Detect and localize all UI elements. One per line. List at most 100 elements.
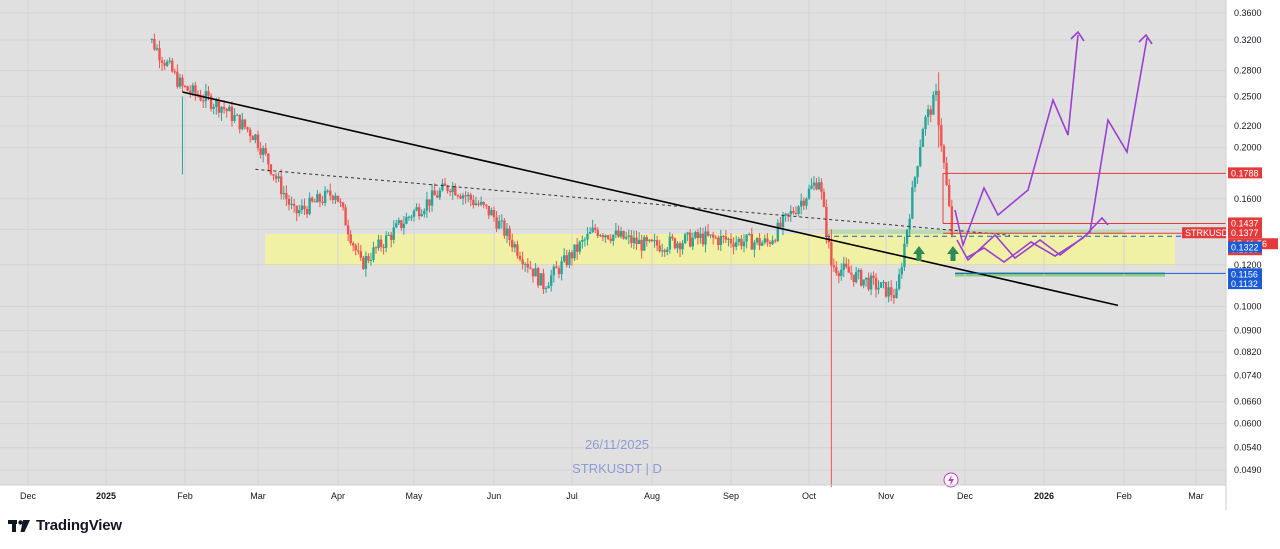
candle bbox=[225, 107, 228, 118]
time-tick-label: Dec bbox=[20, 491, 37, 501]
time-tick-label: Apr bbox=[331, 491, 345, 501]
candle-body bbox=[748, 234, 751, 236]
candle-body bbox=[395, 223, 398, 228]
candle-body bbox=[165, 61, 169, 66]
candle-body bbox=[771, 240, 774, 244]
candle-body bbox=[298, 210, 301, 214]
candle-body bbox=[776, 222, 779, 241]
candle-body bbox=[755, 238, 759, 243]
candle-body bbox=[722, 236, 725, 238]
candle-body bbox=[511, 239, 514, 248]
candle-body bbox=[903, 243, 906, 268]
candle bbox=[412, 208, 416, 222]
time-tick-label: Nov bbox=[878, 491, 895, 501]
candle-body bbox=[732, 243, 735, 247]
candle-body bbox=[557, 268, 561, 275]
candle-body bbox=[706, 231, 710, 236]
candle-body bbox=[627, 235, 630, 237]
candle bbox=[550, 269, 553, 292]
candle-body bbox=[282, 193, 286, 195]
candle-body bbox=[531, 268, 535, 277]
candle bbox=[392, 220, 395, 244]
candle-body bbox=[168, 60, 171, 62]
candle-body bbox=[163, 63, 166, 66]
price-tick-label: 0.3600 bbox=[1234, 8, 1262, 18]
candle-body bbox=[948, 185, 951, 207]
candle-body bbox=[740, 238, 743, 247]
time-tick-label: Jul bbox=[566, 491, 578, 501]
price-tick-label: 0.0820 bbox=[1234, 347, 1262, 357]
candle-body bbox=[537, 268, 540, 286]
candle-body bbox=[842, 263, 845, 270]
candle bbox=[194, 81, 197, 101]
candle-body bbox=[884, 281, 888, 297]
time-axis-background bbox=[0, 485, 1226, 510]
candle bbox=[168, 57, 171, 64]
candle-body bbox=[737, 238, 740, 243]
candle bbox=[565, 249, 568, 268]
candle bbox=[329, 183, 332, 201]
candle-body bbox=[513, 244, 516, 248]
candle bbox=[505, 223, 509, 243]
candle-body bbox=[390, 234, 393, 240]
candle-body bbox=[362, 257, 365, 269]
candle-body bbox=[485, 204, 488, 206]
candles bbox=[150, 33, 954, 487]
candle bbox=[874, 273, 878, 298]
candle-body bbox=[820, 182, 823, 192]
candle bbox=[869, 272, 873, 296]
candle-body bbox=[711, 234, 715, 238]
candle bbox=[367, 253, 370, 264]
candle bbox=[753, 240, 756, 258]
candle bbox=[724, 230, 728, 244]
candle-body bbox=[341, 202, 345, 208]
tradingview-logo[interactable]: TradingView bbox=[8, 517, 122, 534]
candle bbox=[852, 274, 855, 287]
candle bbox=[800, 193, 803, 215]
candle-body bbox=[359, 251, 362, 258]
candle-body bbox=[929, 109, 932, 115]
candle-body bbox=[653, 240, 656, 242]
candle bbox=[196, 90, 200, 98]
candle bbox=[454, 183, 457, 196]
candle-body bbox=[503, 220, 506, 236]
price-tick-label: 0.0740 bbox=[1234, 371, 1262, 381]
candle bbox=[259, 142, 262, 159]
candle-body bbox=[945, 162, 948, 186]
candle-body bbox=[704, 231, 707, 245]
candle-body bbox=[295, 205, 298, 214]
candle-body bbox=[397, 220, 400, 224]
candle bbox=[300, 199, 304, 215]
price-tick-label: 0.0660 bbox=[1234, 397, 1262, 407]
candle-body bbox=[377, 239, 380, 249]
candle bbox=[622, 230, 625, 240]
candle bbox=[588, 227, 592, 235]
candle bbox=[745, 234, 748, 249]
candle bbox=[163, 59, 166, 71]
price-tick-label: 0.1000 bbox=[1234, 302, 1262, 312]
time-tick-label: Dec bbox=[957, 491, 974, 501]
candle-body bbox=[448, 190, 452, 193]
candle bbox=[402, 216, 406, 235]
candle bbox=[384, 231, 388, 253]
candle-body bbox=[153, 38, 156, 50]
candle-body bbox=[466, 194, 470, 197]
price-chart[interactable]: 26/11/2025 STRKUSDT | D 0.3600 0.3200 0.2800… bbox=[0, 0, 1280, 510]
candle-body bbox=[735, 242, 738, 247]
candle bbox=[176, 64, 179, 89]
candle bbox=[264, 143, 267, 156]
price-tick-label: 0.0540 bbox=[1234, 443, 1262, 453]
candle bbox=[189, 85, 192, 98]
candle-body bbox=[194, 85, 197, 94]
candle bbox=[518, 251, 522, 262]
candle bbox=[908, 213, 911, 237]
candle bbox=[689, 229, 692, 248]
candle bbox=[542, 268, 545, 295]
candle bbox=[482, 201, 485, 209]
candle-body bbox=[292, 203, 296, 206]
price-labels: 0.17880.1437STRKUSDT0.137715:41:560.1359… bbox=[1182, 167, 1278, 290]
candle-body bbox=[552, 266, 555, 276]
candle bbox=[552, 264, 555, 283]
candle-body bbox=[308, 197, 311, 215]
candle-body bbox=[539, 273, 542, 286]
